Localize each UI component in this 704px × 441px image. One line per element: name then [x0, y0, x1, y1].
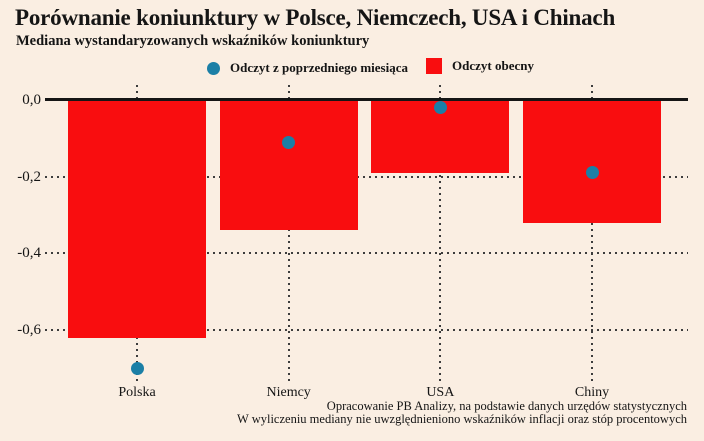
- legend-item-current: Odczyt obecny: [426, 58, 534, 74]
- bar-current-reading: [523, 100, 661, 223]
- y-axis-tick-label: 0,0: [22, 92, 41, 108]
- gridline-horizontal: [45, 175, 688, 178]
- footer-note: W wyliczeniu mediany nie uwzględnieniono…: [237, 412, 687, 426]
- previous-month-dot: [282, 135, 296, 149]
- gridline-vertical: [591, 85, 593, 385]
- y-axis-tick-label: -0,4: [17, 245, 41, 262]
- category-label: Polska: [118, 385, 156, 400]
- gridline-horizontal: [45, 328, 688, 331]
- gridline-horizontal: [45, 252, 688, 255]
- legend-item-previous: Odczyt z poprzedniego miesiąca: [207, 60, 408, 76]
- chart-subtitle: Mediana wystandaryzowanych wskaźników ko…: [16, 33, 370, 49]
- zero-baseline: [45, 98, 688, 101]
- previous-month-dot-icon: [207, 61, 220, 75]
- legend-label-previous: Odczyt z poprzedniego miesiąca: [230, 60, 408, 75]
- current-reading-square-icon: [426, 58, 442, 74]
- gridline-vertical: [287, 85, 290, 385]
- category-label: Niemcy: [266, 385, 311, 400]
- bar-current-reading: [68, 100, 206, 338]
- previous-month-dot: [130, 361, 144, 375]
- y-axis-tick-label: -0,2: [17, 168, 41, 185]
- chart-footer: Opracowanie PB Analizy, na podstawie dan…: [237, 400, 687, 426]
- previous-month-dot: [585, 166, 599, 180]
- bar-current-reading: [219, 100, 358, 231]
- category-label: Chiny: [574, 385, 610, 400]
- previous-month-dot: [433, 101, 447, 115]
- footer-source: Opracowanie PB Analizy, na podstawie dan…: [326, 399, 687, 413]
- category-label: USA: [426, 385, 455, 400]
- gridline-vertical: [439, 85, 442, 385]
- legend-label-current: Odczyt obecny: [452, 58, 534, 73]
- y-axis-tick-label: -0,6: [17, 321, 41, 338]
- chart-title: Porównanie koniunktury w Polsce, Niemcze…: [15, 5, 616, 30]
